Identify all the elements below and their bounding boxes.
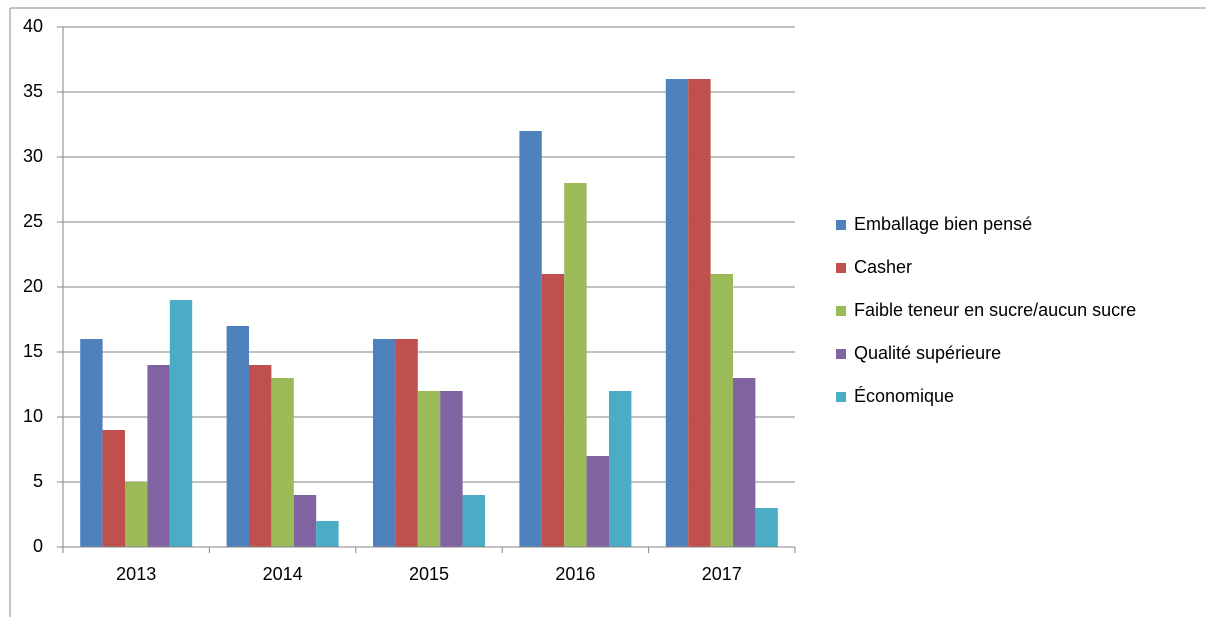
bar bbox=[586, 456, 609, 547]
y-tick-label: 15 bbox=[23, 341, 43, 361]
bar bbox=[609, 391, 632, 547]
y-tick-label: 25 bbox=[23, 211, 43, 231]
x-tick-label: 2014 bbox=[263, 564, 303, 584]
bar bbox=[755, 508, 778, 547]
legend-label: Économique bbox=[854, 386, 954, 406]
legend-swatch bbox=[836, 220, 846, 230]
bar bbox=[102, 430, 125, 547]
y-tick-label: 0 bbox=[33, 536, 43, 556]
y-tick-label: 35 bbox=[23, 81, 43, 101]
bar bbox=[710, 274, 733, 547]
bar bbox=[147, 365, 170, 547]
legend-label: Casher bbox=[854, 257, 912, 277]
x-tick-label: 2013 bbox=[116, 564, 156, 584]
y-tick-label: 5 bbox=[33, 471, 43, 491]
bar bbox=[80, 339, 103, 547]
y-tick-label: 30 bbox=[23, 146, 43, 166]
legend-label: Emballage bien pensé bbox=[854, 214, 1032, 234]
legend-swatch bbox=[836, 306, 846, 316]
bar bbox=[293, 495, 317, 547]
x-tick-label: 2015 bbox=[409, 564, 449, 584]
bar bbox=[417, 391, 441, 547]
bar bbox=[665, 79, 689, 547]
x-tick-label: 2017 bbox=[702, 564, 742, 584]
bar bbox=[688, 79, 711, 547]
legend-swatch bbox=[836, 263, 846, 273]
legend-swatch bbox=[836, 349, 846, 359]
bar bbox=[169, 300, 193, 547]
bar bbox=[271, 378, 294, 547]
legend-label: Faible teneur en sucre/aucun sucre bbox=[854, 300, 1136, 320]
bar bbox=[733, 378, 756, 547]
bar bbox=[373, 339, 396, 547]
bar bbox=[541, 274, 565, 547]
x-tick-label: 2016 bbox=[555, 564, 595, 584]
bar bbox=[564, 183, 587, 547]
bar bbox=[316, 521, 339, 547]
legend-label: Qualité supérieure bbox=[854, 343, 1001, 363]
legend-swatch bbox=[836, 392, 846, 402]
bar bbox=[395, 339, 418, 547]
bar bbox=[125, 482, 148, 547]
bar bbox=[519, 131, 542, 547]
y-tick-label: 40 bbox=[23, 16, 43, 36]
bar bbox=[462, 495, 485, 547]
y-tick-label: 20 bbox=[23, 276, 43, 296]
bar bbox=[226, 326, 249, 547]
bar bbox=[249, 365, 272, 547]
y-tick-label: 10 bbox=[23, 406, 43, 426]
bar bbox=[440, 391, 463, 547]
